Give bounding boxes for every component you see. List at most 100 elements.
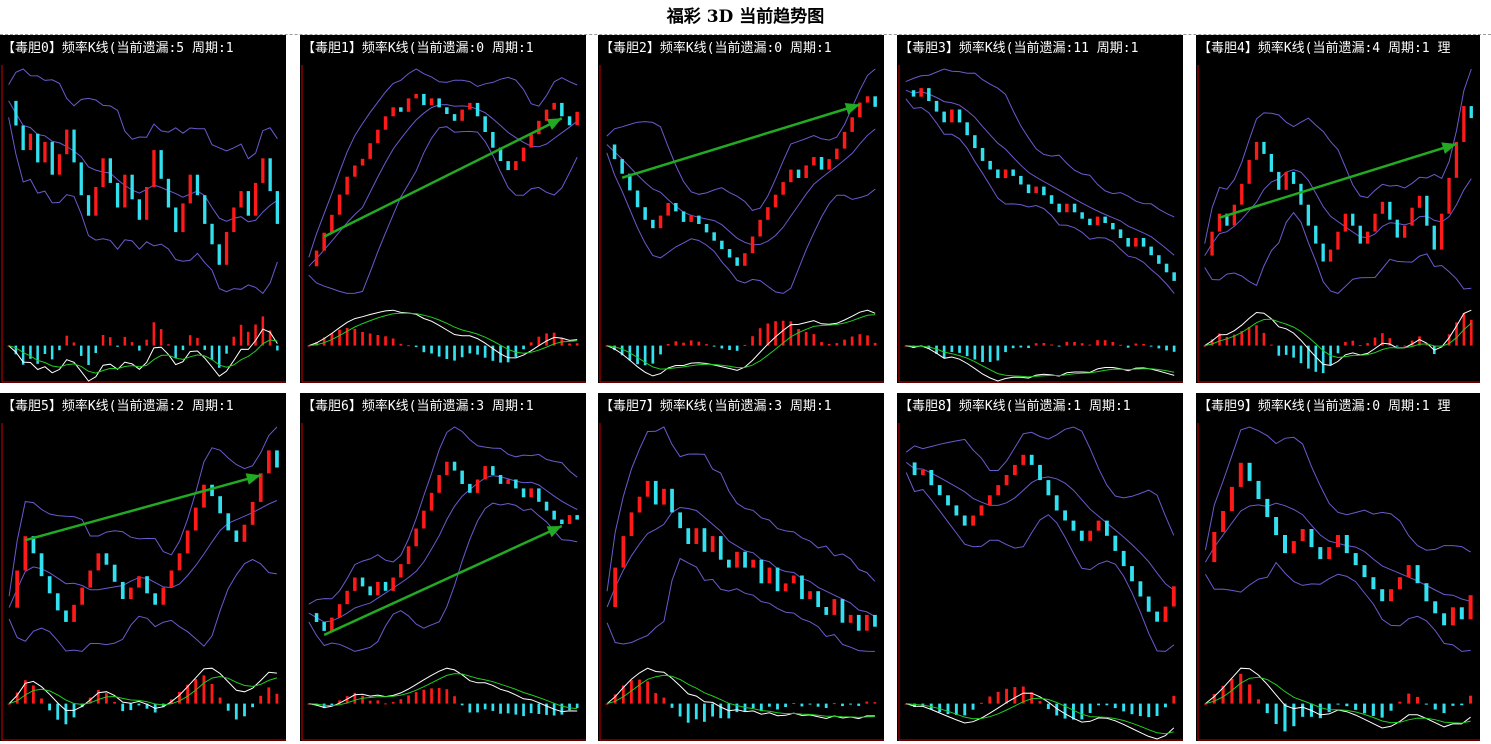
- macd-bar: [167, 344, 170, 346]
- candle: [552, 102, 556, 110]
- macd-bar: [857, 703, 861, 706]
- macd-bar: [422, 689, 426, 704]
- macd-bar: [468, 345, 472, 354]
- macd-bar: [1327, 703, 1331, 713]
- candle: [437, 475, 441, 493]
- candle: [72, 129, 76, 163]
- macd-bar: [1283, 703, 1287, 732]
- candle: [842, 131, 847, 149]
- candle: [645, 480, 650, 497]
- candle: [94, 187, 98, 216]
- candle: [1026, 184, 1031, 194]
- macd-bar: [735, 345, 739, 351]
- candle: [637, 496, 642, 513]
- candle: [330, 617, 334, 631]
- macd-bar: [545, 333, 548, 346]
- macd-bar: [816, 703, 820, 707]
- macd-bar: [1165, 345, 1168, 351]
- candle: [1262, 141, 1266, 154]
- macd-bar: [1395, 345, 1399, 347]
- macd-bar: [1126, 345, 1130, 348]
- candle: [965, 122, 969, 136]
- macd-bar: [345, 327, 349, 346]
- macd-bar: [399, 699, 403, 704]
- macd-dif-line: [308, 667, 578, 713]
- macd-bar: [94, 345, 97, 353]
- candle: [1371, 577, 1376, 590]
- candle: [1433, 601, 1438, 614]
- macd-bar: [391, 338, 395, 346]
- candle: [1019, 175, 1023, 185]
- kline-panel-3: 【毒胆3】频率K线(当前遗漏:11 周期:1: [897, 35, 1183, 383]
- candle: [1238, 462, 1243, 487]
- candle: [166, 178, 171, 208]
- candle: [1328, 249, 1333, 262]
- candle: [1095, 216, 1100, 226]
- macd-bar: [1425, 344, 1429, 346]
- macd-bar: [659, 345, 662, 355]
- macd-bar: [430, 345, 433, 354]
- candle: [1462, 106, 1466, 142]
- candle: [694, 528, 699, 544]
- candle: [544, 501, 549, 511]
- macd-bar: [101, 335, 105, 346]
- candle: [743, 551, 747, 568]
- macd-bar: [353, 328, 357, 346]
- macd-bar: [646, 681, 649, 704]
- candle: [1366, 231, 1370, 244]
- macd-bar: [1111, 341, 1115, 346]
- candle: [80, 587, 84, 605]
- macd-bar: [1248, 684, 1252, 704]
- macd-bar: [719, 703, 723, 719]
- macd-bar: [40, 698, 43, 704]
- candle: [506, 479, 510, 484]
- macd-bar: [430, 688, 433, 704]
- candle: [242, 524, 247, 542]
- candle: [376, 581, 380, 596]
- middle-band: [308, 475, 578, 623]
- macd-bar: [832, 703, 836, 705]
- macd-bar: [210, 345, 214, 361]
- macd-bar: [620, 345, 624, 356]
- candle: [1113, 535, 1118, 551]
- macd-bar: [1358, 345, 1362, 347]
- candle: [1327, 547, 1332, 560]
- candle: [796, 169, 801, 178]
- macd-bar: [1277, 345, 1281, 356]
- macd-bar: [1034, 343, 1038, 346]
- macd-bar: [1470, 319, 1473, 346]
- macd-bar: [1103, 340, 1107, 346]
- macd-bar: [1351, 340, 1355, 346]
- trend-arrow: [24, 474, 262, 542]
- candle: [161, 587, 166, 605]
- macd-bar: [1381, 333, 1384, 346]
- macd-bar: [514, 703, 518, 715]
- candle: [835, 148, 839, 160]
- candle: [662, 488, 666, 505]
- macd-bar: [1292, 345, 1295, 358]
- macd-bar: [1119, 344, 1122, 346]
- macd-bar: [203, 345, 206, 350]
- macd-bar: [1105, 703, 1109, 706]
- macd-bar: [1262, 332, 1266, 346]
- macd-bar: [1336, 345, 1340, 354]
- candle: [1057, 203, 1061, 213]
- candle: [674, 203, 678, 212]
- macd-bar: [48, 703, 51, 711]
- candle: [758, 219, 762, 237]
- macd-bar: [196, 337, 199, 346]
- candle: [368, 143, 372, 159]
- macd-bar: [689, 340, 693, 346]
- lower-band: [308, 502, 578, 652]
- trend-arrow: [1219, 142, 1457, 219]
- macd-bar: [768, 703, 771, 707]
- macd-bar: [697, 341, 701, 346]
- candle: [23, 536, 28, 571]
- candle: [1004, 475, 1009, 486]
- macd-bar: [1030, 692, 1034, 704]
- candle: [912, 462, 917, 476]
- macd-bar: [789, 321, 793, 346]
- candle: [735, 257, 739, 266]
- macd-bar: [935, 345, 938, 354]
- upper-band: [308, 68, 578, 258]
